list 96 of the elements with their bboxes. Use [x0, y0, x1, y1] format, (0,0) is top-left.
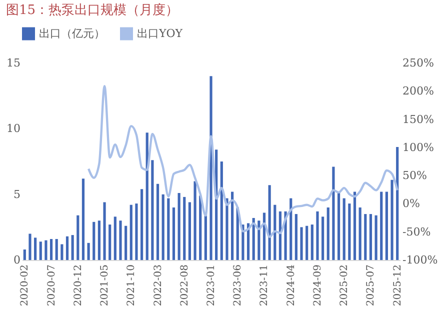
bar	[358, 207, 362, 260]
x-tick-label: 2020-07	[46, 264, 58, 306]
bar	[204, 215, 207, 260]
bar	[183, 196, 186, 260]
bar	[55, 238, 58, 260]
x-tick-label: 2025-02	[339, 264, 350, 306]
bar	[71, 235, 74, 260]
y2-tick-label: 50%	[402, 169, 427, 182]
x-tick-label: 2023-01	[206, 264, 217, 306]
bar	[98, 220, 100, 260]
y2-tick-label: -50%	[402, 225, 431, 238]
bar	[396, 147, 399, 260]
y2-tick-label: 150%	[402, 112, 434, 126]
chart-title: 图15：热泵出口规模（月度）	[6, 2, 179, 18]
bar	[390, 180, 394, 260]
bar	[294, 214, 298, 260]
bar	[369, 214, 372, 260]
y-tick-label: 15	[6, 56, 20, 70]
bar	[332, 166, 335, 260]
bar	[226, 198, 228, 260]
y2-tick-label: 0%	[402, 197, 420, 210]
bar	[194, 181, 196, 260]
bar	[130, 204, 132, 260]
bar	[34, 238, 37, 260]
bar	[162, 194, 164, 260]
x-tick-label: 2022-08	[179, 264, 190, 306]
bar	[337, 192, 340, 260]
bar	[385, 192, 388, 260]
bar	[140, 189, 144, 260]
bar	[82, 178, 85, 260]
bar	[278, 211, 282, 260]
bar	[87, 242, 90, 260]
bar	[76, 215, 80, 260]
bar	[151, 160, 154, 260]
x-tick-label: 2020-12	[72, 264, 84, 306]
bar	[268, 185, 271, 260]
y2-tick-label: 250%	[402, 56, 434, 70]
bar	[108, 224, 112, 260]
bar	[114, 216, 116, 260]
bar	[290, 198, 292, 260]
bar	[364, 214, 367, 260]
bar	[103, 202, 106, 260]
bar	[156, 184, 160, 260]
y-tick-label: 5	[14, 188, 20, 201]
line-series	[87, 84, 398, 238]
x-tick-label: 2025-07	[366, 264, 377, 306]
x-tick-label: 2024-04	[286, 264, 297, 306]
y2-tick-label: 100%	[402, 140, 434, 154]
y-tick-label: 10	[6, 122, 20, 136]
y2-tick-label: 200%	[402, 84, 434, 98]
x-tick-label: 2020-02	[20, 264, 31, 306]
x-tick-label: 2021-05	[100, 264, 111, 306]
bar	[262, 212, 266, 260]
y2-tick-label: -100%	[402, 254, 438, 266]
bar	[60, 244, 64, 260]
bar	[172, 207, 176, 260]
bar	[50, 238, 53, 260]
bar	[92, 222, 96, 260]
bar	[23, 249, 26, 260]
bar	[306, 226, 308, 260]
bar	[220, 162, 223, 260]
bar	[146, 132, 148, 260]
x-tick-label: 2023-06	[232, 264, 244, 306]
bar	[188, 202, 192, 260]
bar	[39, 242, 42, 260]
x-tick-label: 2024-09	[312, 264, 324, 306]
bar	[167, 198, 170, 260]
bar	[252, 218, 255, 260]
bar	[124, 226, 128, 260]
x-tick-label: 2022-03	[152, 264, 164, 306]
bar	[342, 198, 346, 260]
bar	[310, 224, 314, 260]
bar	[135, 204, 138, 260]
bar	[353, 192, 356, 260]
bar	[178, 193, 180, 260]
bar	[316, 211, 319, 260]
bar	[380, 192, 383, 260]
bar	[28, 234, 32, 260]
x-tick-label: 2025-12	[392, 264, 404, 306]
bar	[326, 207, 330, 260]
bar	[348, 204, 351, 260]
bar	[374, 215, 378, 260]
bar	[300, 227, 303, 260]
bar	[230, 192, 234, 260]
bar	[66, 236, 69, 260]
legend-label: 出口YOY	[137, 26, 184, 40]
x-tick-label: 2021-10	[126, 264, 138, 306]
bar	[199, 196, 202, 260]
bar	[119, 220, 122, 260]
bar	[258, 220, 260, 260]
x-tick-label: 2023-11	[259, 264, 270, 306]
bar	[322, 216, 324, 260]
bar	[274, 204, 276, 260]
legend-label: 出口（亿元）	[39, 26, 105, 40]
bar	[44, 240, 48, 260]
y-tick-label: 0	[14, 254, 20, 266]
